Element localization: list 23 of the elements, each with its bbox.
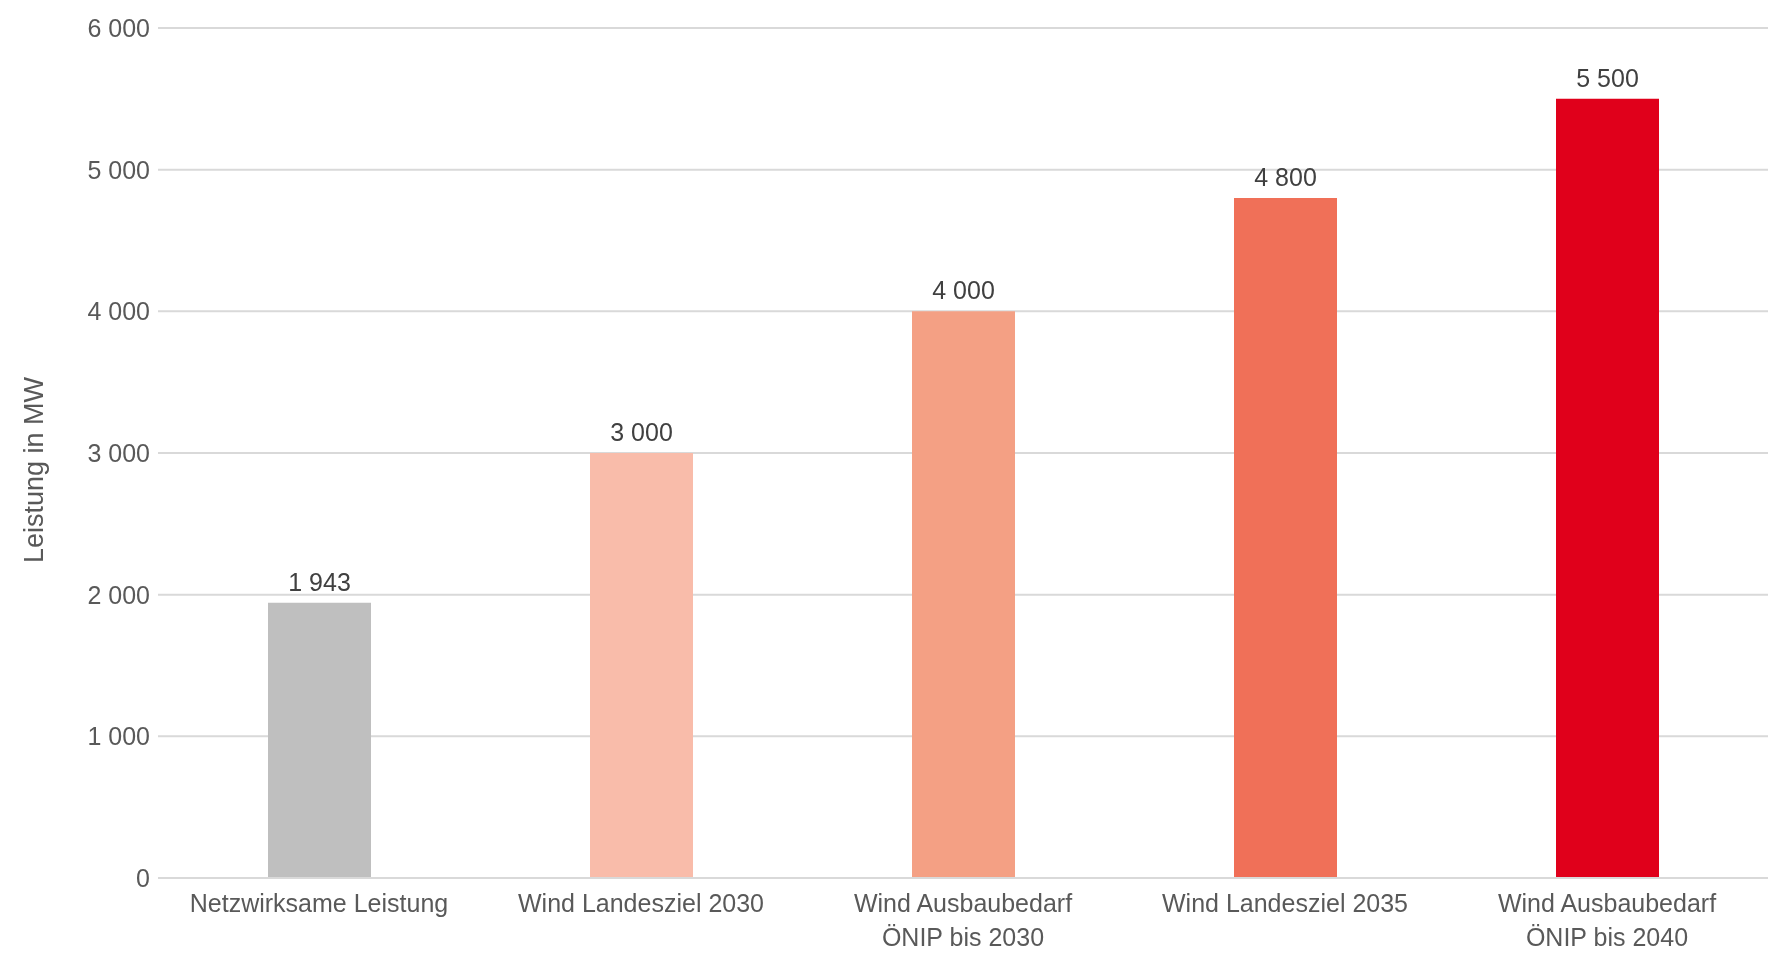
y-tick-label: 3 000	[87, 438, 150, 467]
y-tick-label: 6 000	[87, 13, 150, 42]
y-tick-label: 4 000	[87, 297, 150, 326]
data-label: 5 500	[1576, 63, 1639, 92]
bar	[268, 602, 371, 878]
x-tick-label: Wind Ausbaubedarf ÖNIP bis 2030	[853, 889, 1073, 951]
x-tick-label: Netzwirksame Leistung	[189, 889, 449, 917]
x-tick-label: Wind Ausbaubedarf ÖNIP bis 2040	[1497, 889, 1717, 951]
bar	[590, 453, 693, 878]
data-label: 4 000	[932, 276, 995, 305]
y-tick-label: 5 000	[87, 155, 150, 184]
data-label: 1 943	[288, 567, 351, 596]
bar	[1556, 98, 1659, 878]
y-axis-title: Leistung in MW	[18, 376, 49, 563]
bar	[912, 311, 1015, 878]
y-tick-label: 2 000	[87, 580, 150, 609]
data-label: 3 000	[610, 418, 673, 446]
x-tick-label: Wind Landesziel 2035	[1162, 889, 1408, 917]
y-tick-label: 0	[136, 863, 150, 892]
data-label: 4 800	[1254, 163, 1317, 191]
bar	[1234, 198, 1337, 878]
y-tick-label: 1 000	[87, 722, 150, 751]
x-tick-label: Wind Landesziel 2030	[518, 889, 764, 917]
